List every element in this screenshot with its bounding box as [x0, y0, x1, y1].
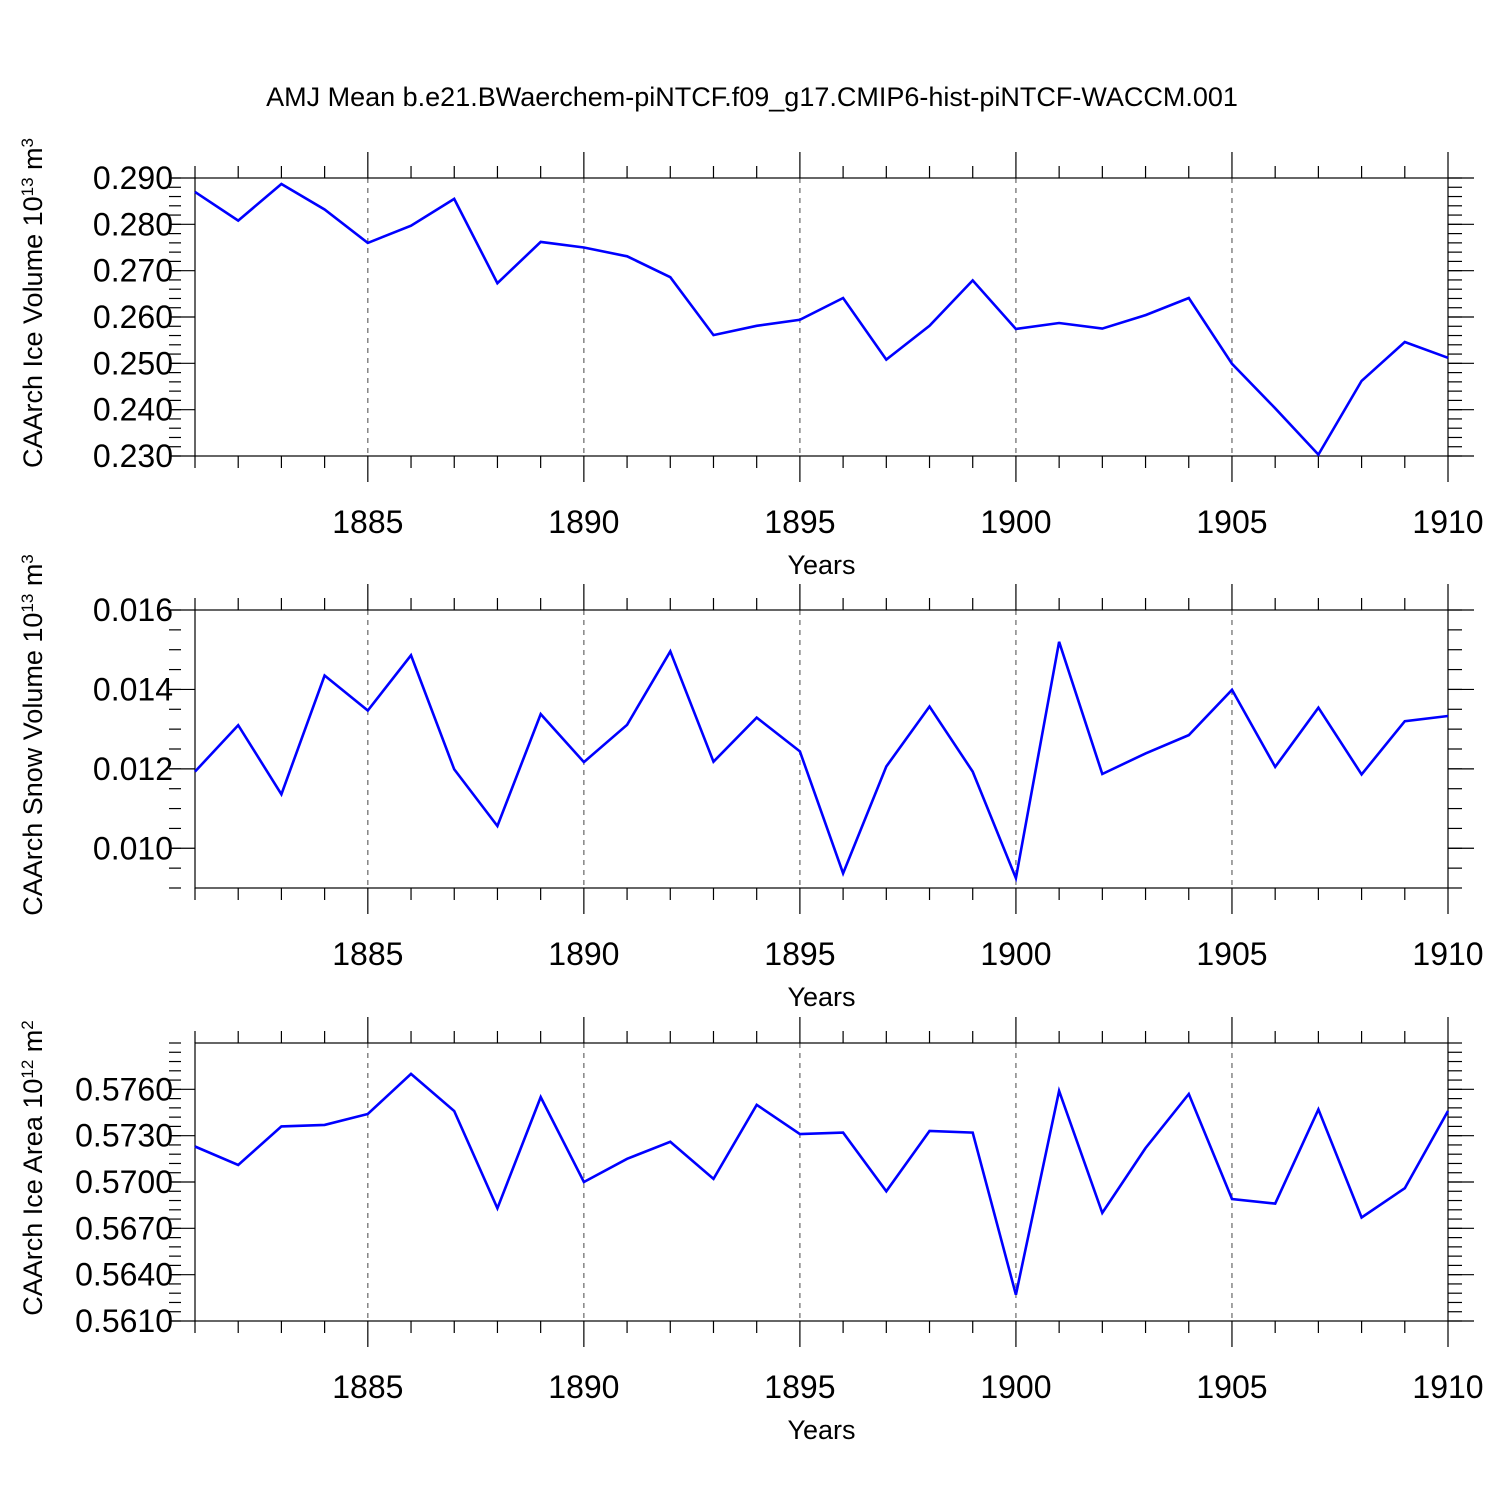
y-axis-label-text: CAArch Ice Volume 10 — [18, 196, 48, 468]
y-tick-label: 0.5640 — [75, 1257, 173, 1293]
plot-frame — [194, 609, 1449, 889]
x-axis-label: Years — [787, 550, 855, 580]
y-axis-label: CAArch Snow Volume 1013 m3 — [18, 554, 49, 916]
y-axis-label-text: CAArch Ice Area 10 — [18, 1079, 48, 1316]
x-tick-label: 1890 — [548, 1369, 619, 1405]
chart-panel-1: 0.230 0.240 0.250 0.260 0.270 0.280 0.290 1885 1… — [18, 138, 1484, 580]
y-axis-label-exponent: 13 — [18, 177, 37, 196]
y-tick-label: 0.5700 — [75, 1164, 173, 1200]
x-tick-label: 1890 — [548, 504, 619, 540]
y-tick-label: 0.012 — [93, 751, 173, 787]
plot-frame — [194, 1042, 1449, 1322]
x-tick-label: 1895 — [764, 936, 835, 972]
x-tick-label: 1900 — [980, 504, 1051, 540]
chart-panels: 0.230 0.240 0.250 0.260 0.270 0.280 0.290 1885 1… — [18, 138, 1484, 1445]
y-axis-label-unit-exponent: 3 — [18, 138, 37, 147]
x-tick-label: 1885 — [332, 1369, 403, 1405]
x-tick-label: 1895 — [764, 1369, 835, 1405]
y-tick-label: 0.280 — [93, 206, 173, 242]
x-axis-label: Years — [787, 982, 855, 1012]
x-tick-label: 1910 — [1412, 504, 1483, 540]
y-tick-label: 0.014 — [93, 671, 173, 707]
x-tick-label: 1885 — [332, 936, 403, 972]
x-tick-label: 1905 — [1196, 504, 1267, 540]
y-axis-label: CAArch Ice Area 1012 m2 — [18, 1020, 49, 1316]
series-line — [194, 1072, 1450, 1296]
y-axis-label: CAArch Ice Volume 1013 m3 — [18, 138, 49, 468]
y-tick-label: 0.270 — [93, 253, 173, 289]
y-axis-label-unit: m — [18, 564, 48, 594]
y-axis-label-exponent: 12 — [18, 1060, 37, 1079]
x-tick-label: 1900 — [980, 936, 1051, 972]
x-tick-label: 1910 — [1412, 1369, 1483, 1405]
x-tick-label: 1890 — [548, 936, 619, 972]
y-tick-label: 0.010 — [93, 830, 173, 866]
y-tick-label: 0.250 — [93, 345, 173, 381]
y-axis-label-text: CAArch Snow Volume 10 — [18, 613, 48, 916]
x-tick-label: 1895 — [764, 504, 835, 540]
y-tick-label: 0.290 — [93, 160, 173, 196]
y-tick-label: 0.260 — [93, 299, 173, 335]
series-line — [194, 641, 1449, 883]
y-axis-label-unit-exponent: 3 — [18, 554, 37, 563]
y-axis-label-unit: m — [18, 1030, 48, 1060]
x-tick-label: 1885 — [332, 504, 403, 540]
y-axis-label-exponent: 13 — [18, 594, 37, 613]
series-line — [194, 182, 1449, 457]
x-tick-label: 1900 — [980, 1369, 1051, 1405]
y-axis-label-unit: m — [18, 147, 48, 177]
x-tick-label: 1910 — [1412, 936, 1483, 972]
chart-title: AMJ Mean b.e21.BWaerchem-piNTCF.f09_g17.… — [266, 82, 1238, 112]
y-tick-label: 0.5760 — [75, 1071, 173, 1107]
y-tick-label: 0.5670 — [75, 1210, 173, 1246]
x-tick-label: 1905 — [1196, 936, 1267, 972]
chart-panel-2: 0.010 0.012 0.014 0.016 1885 1890 1895 1900 1905… — [18, 554, 1484, 1012]
y-axis-label-unit-exponent: 2 — [18, 1020, 37, 1029]
x-axis-label: Years — [787, 1415, 855, 1445]
y-tick-label: 0.230 — [93, 438, 173, 474]
plot-frame — [194, 177, 1449, 457]
x-tick-label: 1905 — [1196, 1369, 1267, 1405]
y-tick-label: 0.016 — [93, 592, 173, 628]
y-tick-label: 0.5730 — [75, 1118, 173, 1154]
y-tick-label: 0.5610 — [75, 1303, 173, 1339]
y-tick-label: 0.240 — [93, 392, 173, 428]
chart-panel-3: 0.5610 0.5640 0.5670 0.5700 0.5730 0.5760 1885… — [18, 1017, 1484, 1445]
